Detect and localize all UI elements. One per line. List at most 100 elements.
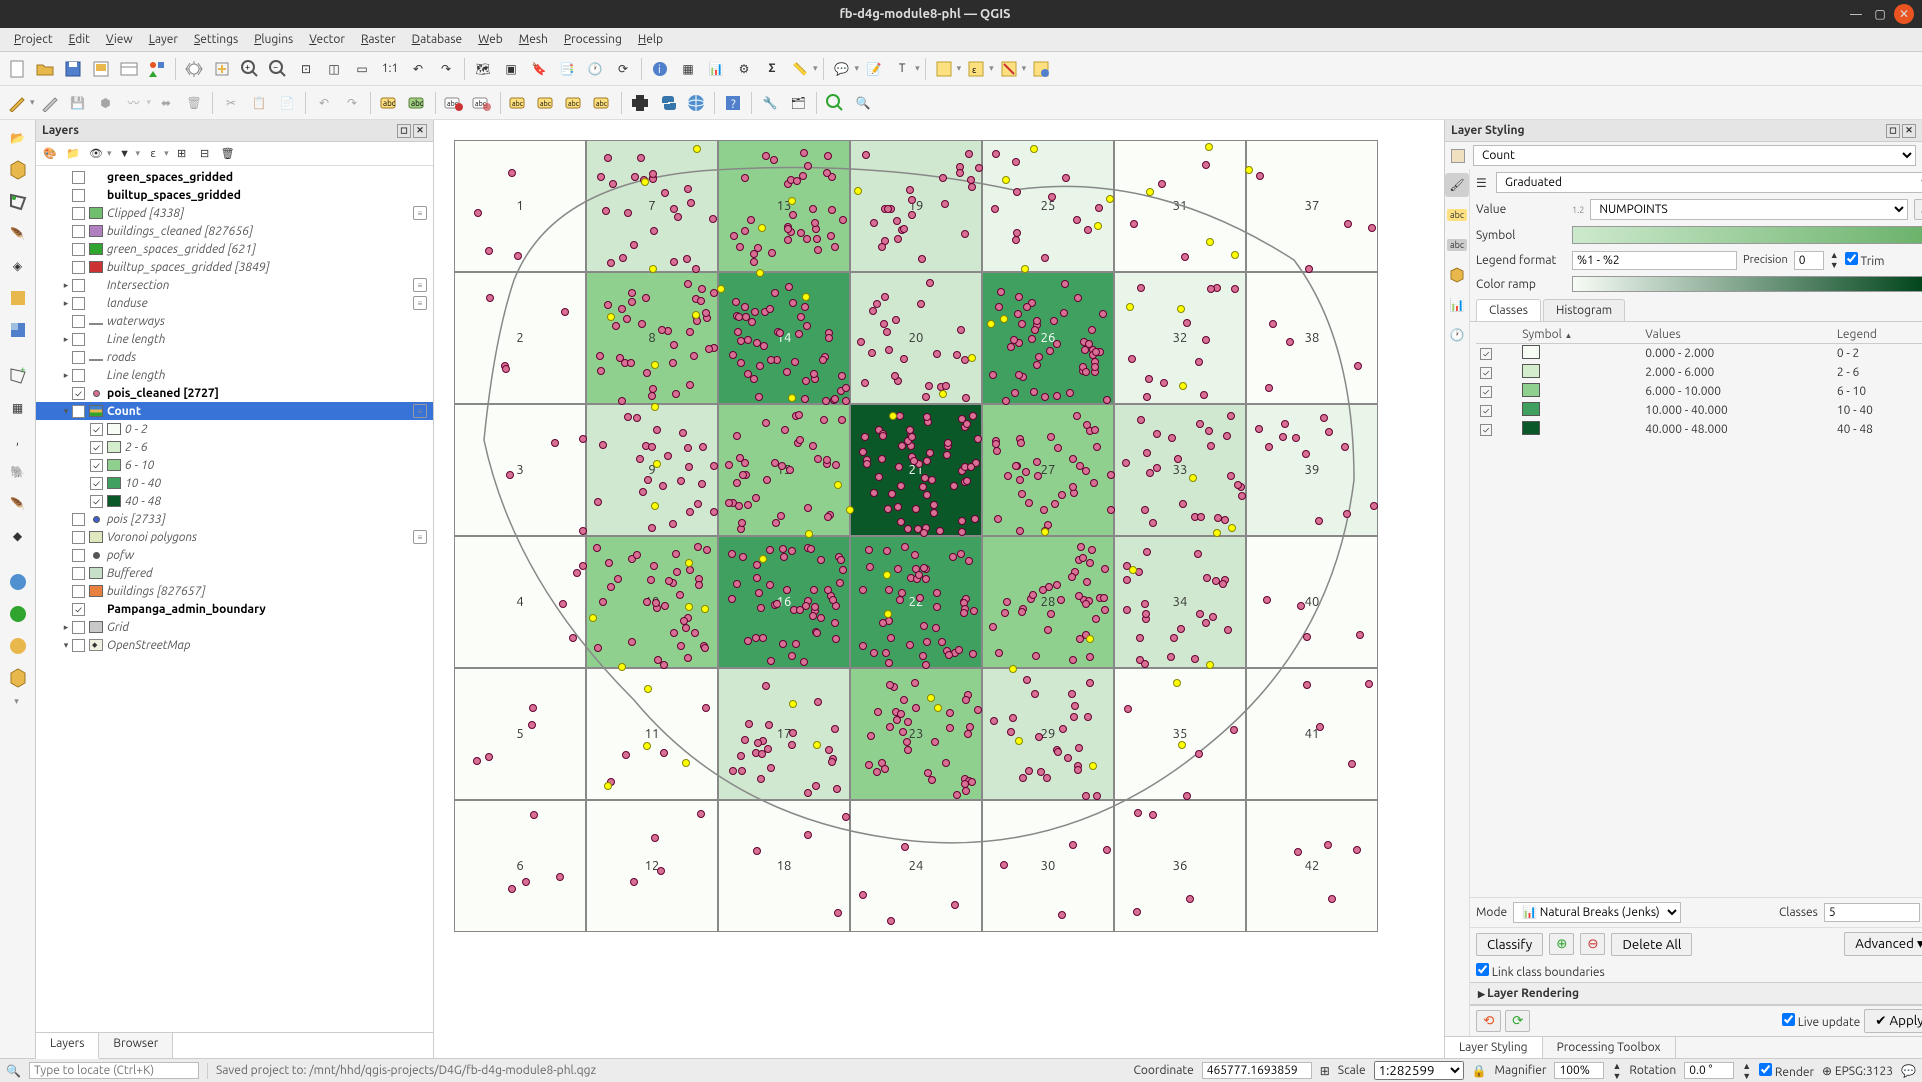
layer-visibility-checkbox[interactable]: ✓ [90,477,103,490]
symbol-preview[interactable] [1572,226,1922,244]
zoom-selection-icon[interactable]: ◫ [321,56,347,82]
layer-item[interactable]: ▸Intersection≡ [36,276,433,294]
layout-manager-icon[interactable] [116,56,142,82]
show-labels-icon[interactable]: abc [506,90,532,116]
add-raster-icon[interactable] [4,316,32,344]
new-3d-map-icon[interactable]: ▣ [498,56,524,82]
new-shapefile-icon[interactable] [4,188,32,216]
cut-features-icon[interactable]: ✂ [218,90,244,116]
layer-visibility-checkbox[interactable]: ✓ [90,459,103,472]
add-wfs-icon[interactable] [4,632,32,660]
window-maximize-button[interactable]: ▢ [1870,4,1890,24]
remove-class-button[interactable]: ⊖ [1580,933,1605,955]
renderer-select[interactable]: Graduated [1496,172,1922,193]
add-class-button[interactable]: ⊕ [1549,933,1574,955]
symbology-tab-icon[interactable]: 🖌 [1445,173,1469,197]
zoom-out-icon[interactable]: − [265,56,291,82]
layer-item[interactable]: green_spaces_gridded [621] [36,240,433,258]
menu-database[interactable]: Database [404,31,471,48]
save-project-icon[interactable] [60,56,86,82]
locate-input[interactable] [29,1062,199,1079]
class-symbol[interactable] [1522,421,1540,435]
layer-visibility-checkbox[interactable] [72,315,85,328]
layers-filter-icon[interactable]: ▼ [115,144,135,164]
color-ramp-preview[interactable] [1572,276,1922,292]
refresh-icon[interactable]: ⟳ [610,56,636,82]
zoom-in-icon[interactable]: + [237,56,263,82]
layer-visibility-checkbox[interactable]: ✓ [72,405,85,418]
new-spatialite-icon[interactable]: 🪶 [4,220,32,248]
3d-view-tab-icon[interactable] [1445,263,1469,287]
feature-count-icon[interactable]: ≡ [413,278,427,292]
zoom-full-icon[interactable]: ⊡ [293,56,319,82]
map-canvas[interactable]: 1713192531372814202632383915212733394101… [434,120,1444,1058]
current-edits-icon[interactable] [4,90,30,116]
magnifier-down[interactable]: ▼ [1612,1071,1621,1081]
add-mesh-icon[interactable]: ▦ [4,394,32,422]
layer-diagram-icon[interactable]: abc [404,90,430,116]
style-manager-icon[interactable] [144,56,170,82]
add-postgis-icon[interactable]: 🐘 [4,458,32,486]
histogram-tab[interactable]: Histogram [1543,299,1625,321]
trim-checkbox[interactable] [1845,252,1858,265]
layer-item[interactable]: Buffered [36,564,433,582]
class-symbol[interactable] [1522,345,1540,359]
toolbox-icon[interactable]: ⚙ [731,56,757,82]
add-wms-icon[interactable] [4,568,32,596]
class-visibility-checkbox[interactable]: ✓ [1480,386,1492,398]
layer-item[interactable]: pofw [36,546,433,564]
statistics-icon[interactable]: Σ [759,56,785,82]
layer-visibility-checkbox[interactable] [72,549,85,562]
new-bookmark-icon[interactable]: 🔖 [526,56,552,82]
class-visibility-checkbox[interactable]: ✓ [1480,424,1492,436]
open-project-icon[interactable] [32,56,58,82]
link-boundaries-checkbox[interactable] [1476,963,1489,976]
undo-icon[interactable]: ↶ [311,90,337,116]
label-pin-icon[interactable]: abc [469,90,495,116]
menu-plugins[interactable]: Plugins [246,31,301,48]
layer-item[interactable]: ✓0 - 2 [36,420,433,438]
menu-vector[interactable]: Vector [301,31,353,48]
class-symbol[interactable] [1522,364,1540,378]
layer-visibility-checkbox[interactable] [72,279,85,292]
temporal-controller-icon[interactable]: 🕐 [582,56,608,82]
measure-icon[interactable]: 📏 [787,56,813,82]
messages-button[interactable]: 💬 [1901,1064,1916,1078]
redo-style-button[interactable]: ⟳ [1505,1010,1530,1032]
menu-project[interactable]: Project [6,31,61,48]
layers-remove-icon[interactable]: 🗑 [218,144,238,164]
resource-sharing-icon[interactable]: 🔧 [757,90,783,116]
layer-visibility-checkbox[interactable] [72,297,85,310]
class-visibility-checkbox[interactable]: ✓ [1480,367,1492,379]
layer-item[interactable]: buildings [827657] [36,582,433,600]
class-values[interactable]: 6.000 - 10.000 [1641,382,1833,401]
layer-item[interactable]: ▾◆OpenStreetMap [36,636,433,654]
identify-icon[interactable]: i [647,56,673,82]
metasearch-icon[interactable] [683,90,709,116]
layers-filter-expression-icon[interactable]: ε [143,144,163,164]
value-field-select[interactable]: NUMPOINTS [1590,199,1908,220]
class-symbol[interactable] [1522,383,1540,397]
masks-tab-icon[interactable]: abc [1445,233,1469,257]
layers-panel-close-button[interactable]: ✕ [413,124,427,138]
add-xyz-icon[interactable] [4,664,32,692]
layers-collapse-all-icon[interactable]: ⊟ [195,144,215,164]
annotation-icon[interactable]: 📝 [861,56,887,82]
layer-visibility-checkbox[interactable] [72,189,85,202]
layer-item[interactable]: ▾✓Count≡ [36,402,433,420]
class-values[interactable]: 0.000 - 2.000 [1641,344,1833,364]
apply-button[interactable]: ✔ Apply [1864,1009,1922,1033]
class-values[interactable]: 10.000 - 40.000 [1641,401,1833,420]
help-icon[interactable]: ? [720,90,746,116]
crs-button[interactable]: ⊕ EPSG:3123 [1822,1064,1893,1078]
layer-visibility-checkbox[interactable] [72,171,85,184]
rotation-input[interactable] [1684,1062,1734,1079]
layer-item[interactable]: ✓40 - 48 [36,492,433,510]
digitize-icon[interactable]: 〰 [121,90,147,116]
toggle-editing-icon[interactable] [37,90,63,116]
quickosm-query-icon[interactable]: 🔍 [850,90,876,116]
class-legend[interactable]: 40 - 48 [1833,420,1922,439]
layer-item[interactable]: ▸Grid [36,618,433,636]
select-by-location-icon[interactable] [1028,56,1054,82]
legend-format-input[interactable] [1572,251,1737,270]
